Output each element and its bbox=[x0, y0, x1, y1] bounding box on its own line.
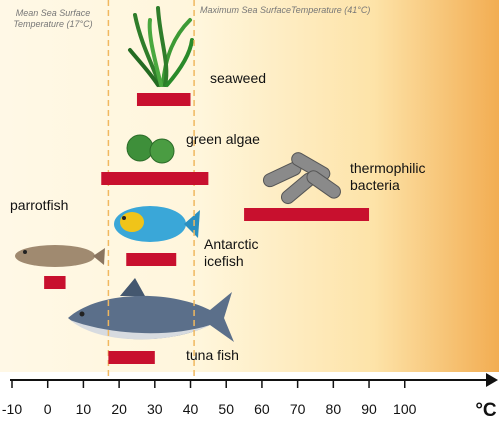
range-bar bbox=[101, 172, 209, 185]
x-tick-label: 50 bbox=[218, 401, 234, 417]
x-tick-label: 20 bbox=[111, 401, 127, 417]
reference-label: Mean Sea Surface Temperature (17°C) bbox=[13, 8, 93, 29]
green-algae-illustration bbox=[126, 134, 175, 164]
x-tick-label: 30 bbox=[147, 401, 163, 417]
bacteria-illustration bbox=[262, 152, 341, 205]
category-label: Antarctic icefish bbox=[204, 236, 259, 269]
category-label: parrotfish bbox=[10, 197, 69, 213]
reference-label: Maximum Sea SurfaceTemperature (41°C) bbox=[200, 5, 371, 15]
category-label: green algae bbox=[186, 131, 260, 147]
x-axis-arrow bbox=[486, 373, 498, 387]
range-bar bbox=[244, 208, 370, 221]
range-bar bbox=[108, 351, 155, 364]
x-tick-label: 70 bbox=[290, 401, 306, 417]
x-tick-label: 90 bbox=[361, 401, 377, 417]
category-label: thermophilic bacteria bbox=[350, 160, 426, 193]
category-label: tuna fish bbox=[186, 347, 239, 363]
x-tick-label: 10 bbox=[76, 401, 92, 417]
parrotfish-illustration bbox=[114, 206, 200, 242]
seaweed-illustration bbox=[128, 6, 194, 87]
range-bar bbox=[44, 276, 66, 289]
x-tick-label: 60 bbox=[254, 401, 270, 417]
x-tick-label: -10 bbox=[2, 401, 22, 417]
x-tick-label: 40 bbox=[183, 401, 199, 417]
range-bar bbox=[136, 93, 191, 106]
range-bar bbox=[126, 253, 177, 266]
icefish-illustration bbox=[15, 245, 105, 267]
x-tick-label: 0 bbox=[44, 401, 52, 417]
tuna-illustration bbox=[68, 278, 234, 342]
x-tick-label: 100 bbox=[393, 401, 417, 417]
category-label: seaweed bbox=[210, 70, 267, 86]
x-axis-label: °C bbox=[475, 400, 497, 421]
x-tick-label: 80 bbox=[326, 401, 342, 417]
